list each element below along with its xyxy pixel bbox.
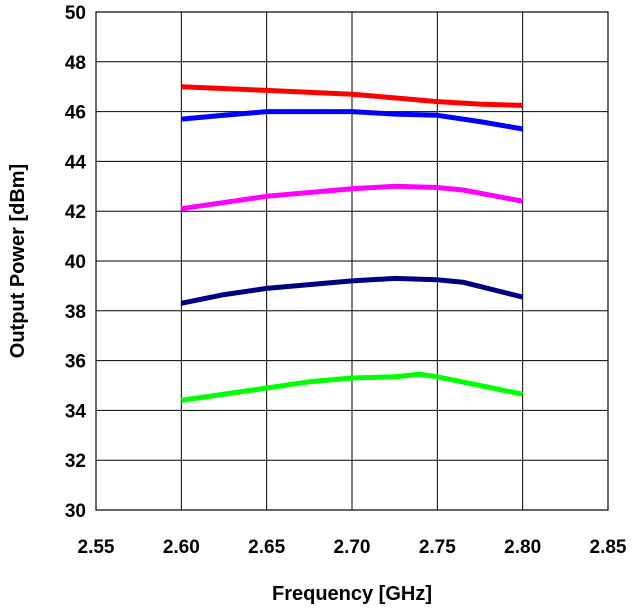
y-tick-label: 50 — [65, 3, 86, 24]
y-tick-label: 36 — [65, 352, 86, 373]
x-axis-tick-labels: 2.55 2.60 2.65 2.70 2.75 2.80 2.85 — [78, 537, 627, 558]
x-tick-label: 2.70 — [334, 537, 371, 558]
grid-lines — [95, 11, 609, 511]
series-line-4 — [180, 275, 524, 306]
x-tick-label: 2.80 — [504, 537, 541, 558]
x-tick-label: 2.60 — [163, 537, 200, 558]
series-group — [180, 84, 524, 403]
x-tick-label: 2.85 — [590, 537, 627, 558]
y-tick-label: 40 — [65, 252, 86, 273]
x-tick-label: 2.75 — [419, 537, 456, 558]
y-tick-label: 30 — [65, 501, 86, 522]
series-line-3 — [180, 183, 524, 212]
series-line-2 — [181, 109, 524, 132]
series-line-5 — [180, 371, 524, 403]
y-axis-title: Output Power [dBm] — [7, 164, 29, 358]
plot-area — [95, 11, 609, 511]
y-axis-tick-labels: 30 32 34 36 38 40 42 44 46 48 50 — [65, 3, 87, 522]
y-tick-label: 44 — [65, 152, 87, 173]
x-tick-label: 2.55 — [78, 537, 115, 558]
y-tick-label: 42 — [65, 202, 86, 223]
y-tick-label: 32 — [65, 451, 86, 472]
y-tick-label: 38 — [65, 302, 86, 323]
y-tick-label: 46 — [65, 103, 86, 124]
y-tick-label: 48 — [65, 53, 86, 74]
y-tick-label: 34 — [65, 401, 87, 422]
x-axis-title: Frequency [GHz] — [272, 583, 432, 605]
x-tick-label: 2.65 — [248, 537, 285, 558]
series-line-1 — [181, 84, 523, 108]
